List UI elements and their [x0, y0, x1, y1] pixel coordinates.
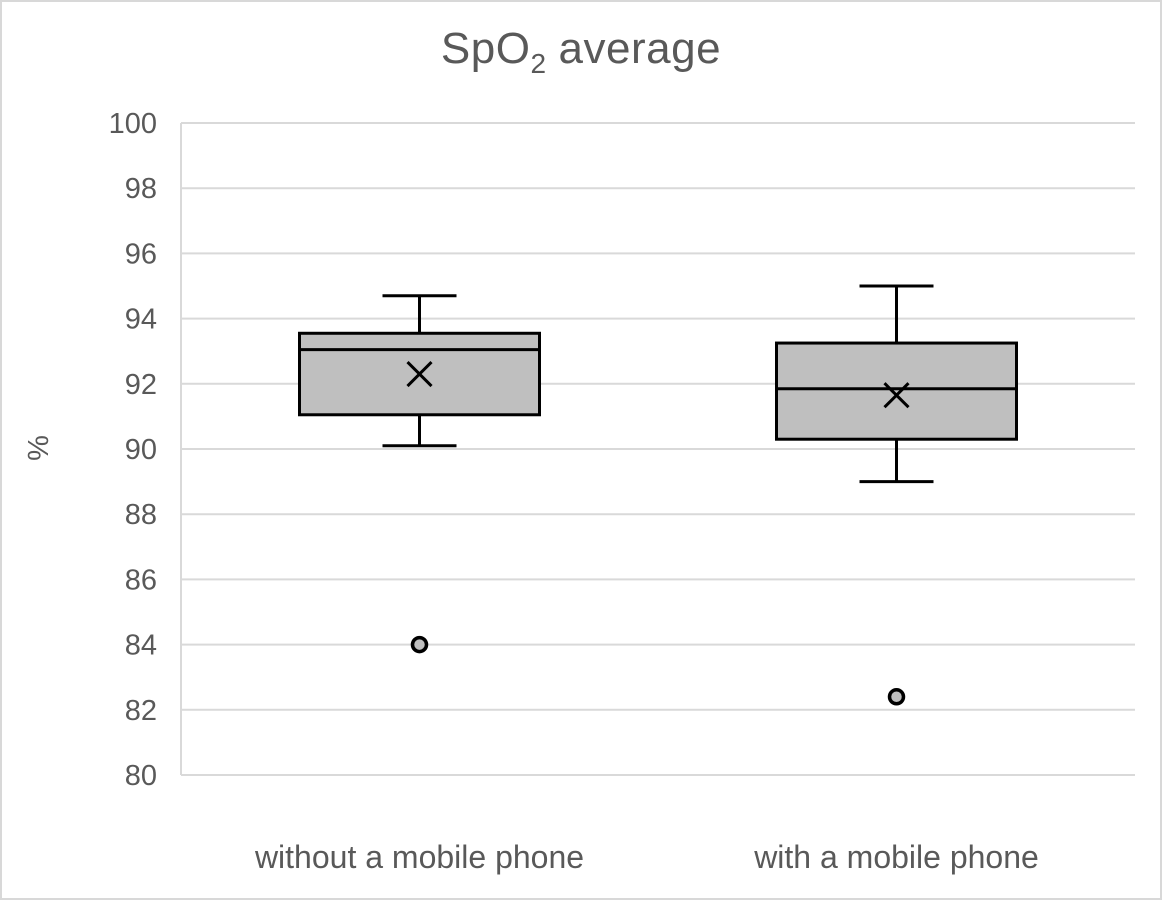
y-tick-label: 80	[125, 760, 157, 792]
chart-title: SpO2 average	[2, 24, 1160, 77]
outlier-point	[410, 635, 429, 654]
y-tick-label: 90	[125, 434, 157, 466]
title-base: SpO	[440, 24, 531, 73]
y-tick-label: 82	[125, 695, 157, 727]
x-category-label: without a mobile phone	[254, 839, 584, 875]
y-tick-label: 92	[125, 369, 157, 401]
title-suffix: average	[558, 24, 722, 73]
y-tick-label: 88	[125, 499, 157, 531]
y-tick-label: 96	[125, 238, 157, 270]
y-tick-label: 94	[125, 304, 157, 336]
y-tick-label: 100	[109, 108, 157, 140]
y-tick-label: 84	[125, 630, 157, 662]
y-tick-label: 98	[125, 173, 157, 205]
y-axis-title: %	[23, 435, 55, 461]
y-tick-label: 86	[125, 564, 157, 596]
title-subscript: 2	[530, 47, 547, 79]
outlier-point	[887, 688, 906, 706]
mean-marker-x	[883, 382, 910, 409]
mean-marker-x	[406, 360, 433, 388]
iqr-box	[775, 341, 1018, 441]
x-category-label: with a mobile phone	[753, 839, 1039, 875]
